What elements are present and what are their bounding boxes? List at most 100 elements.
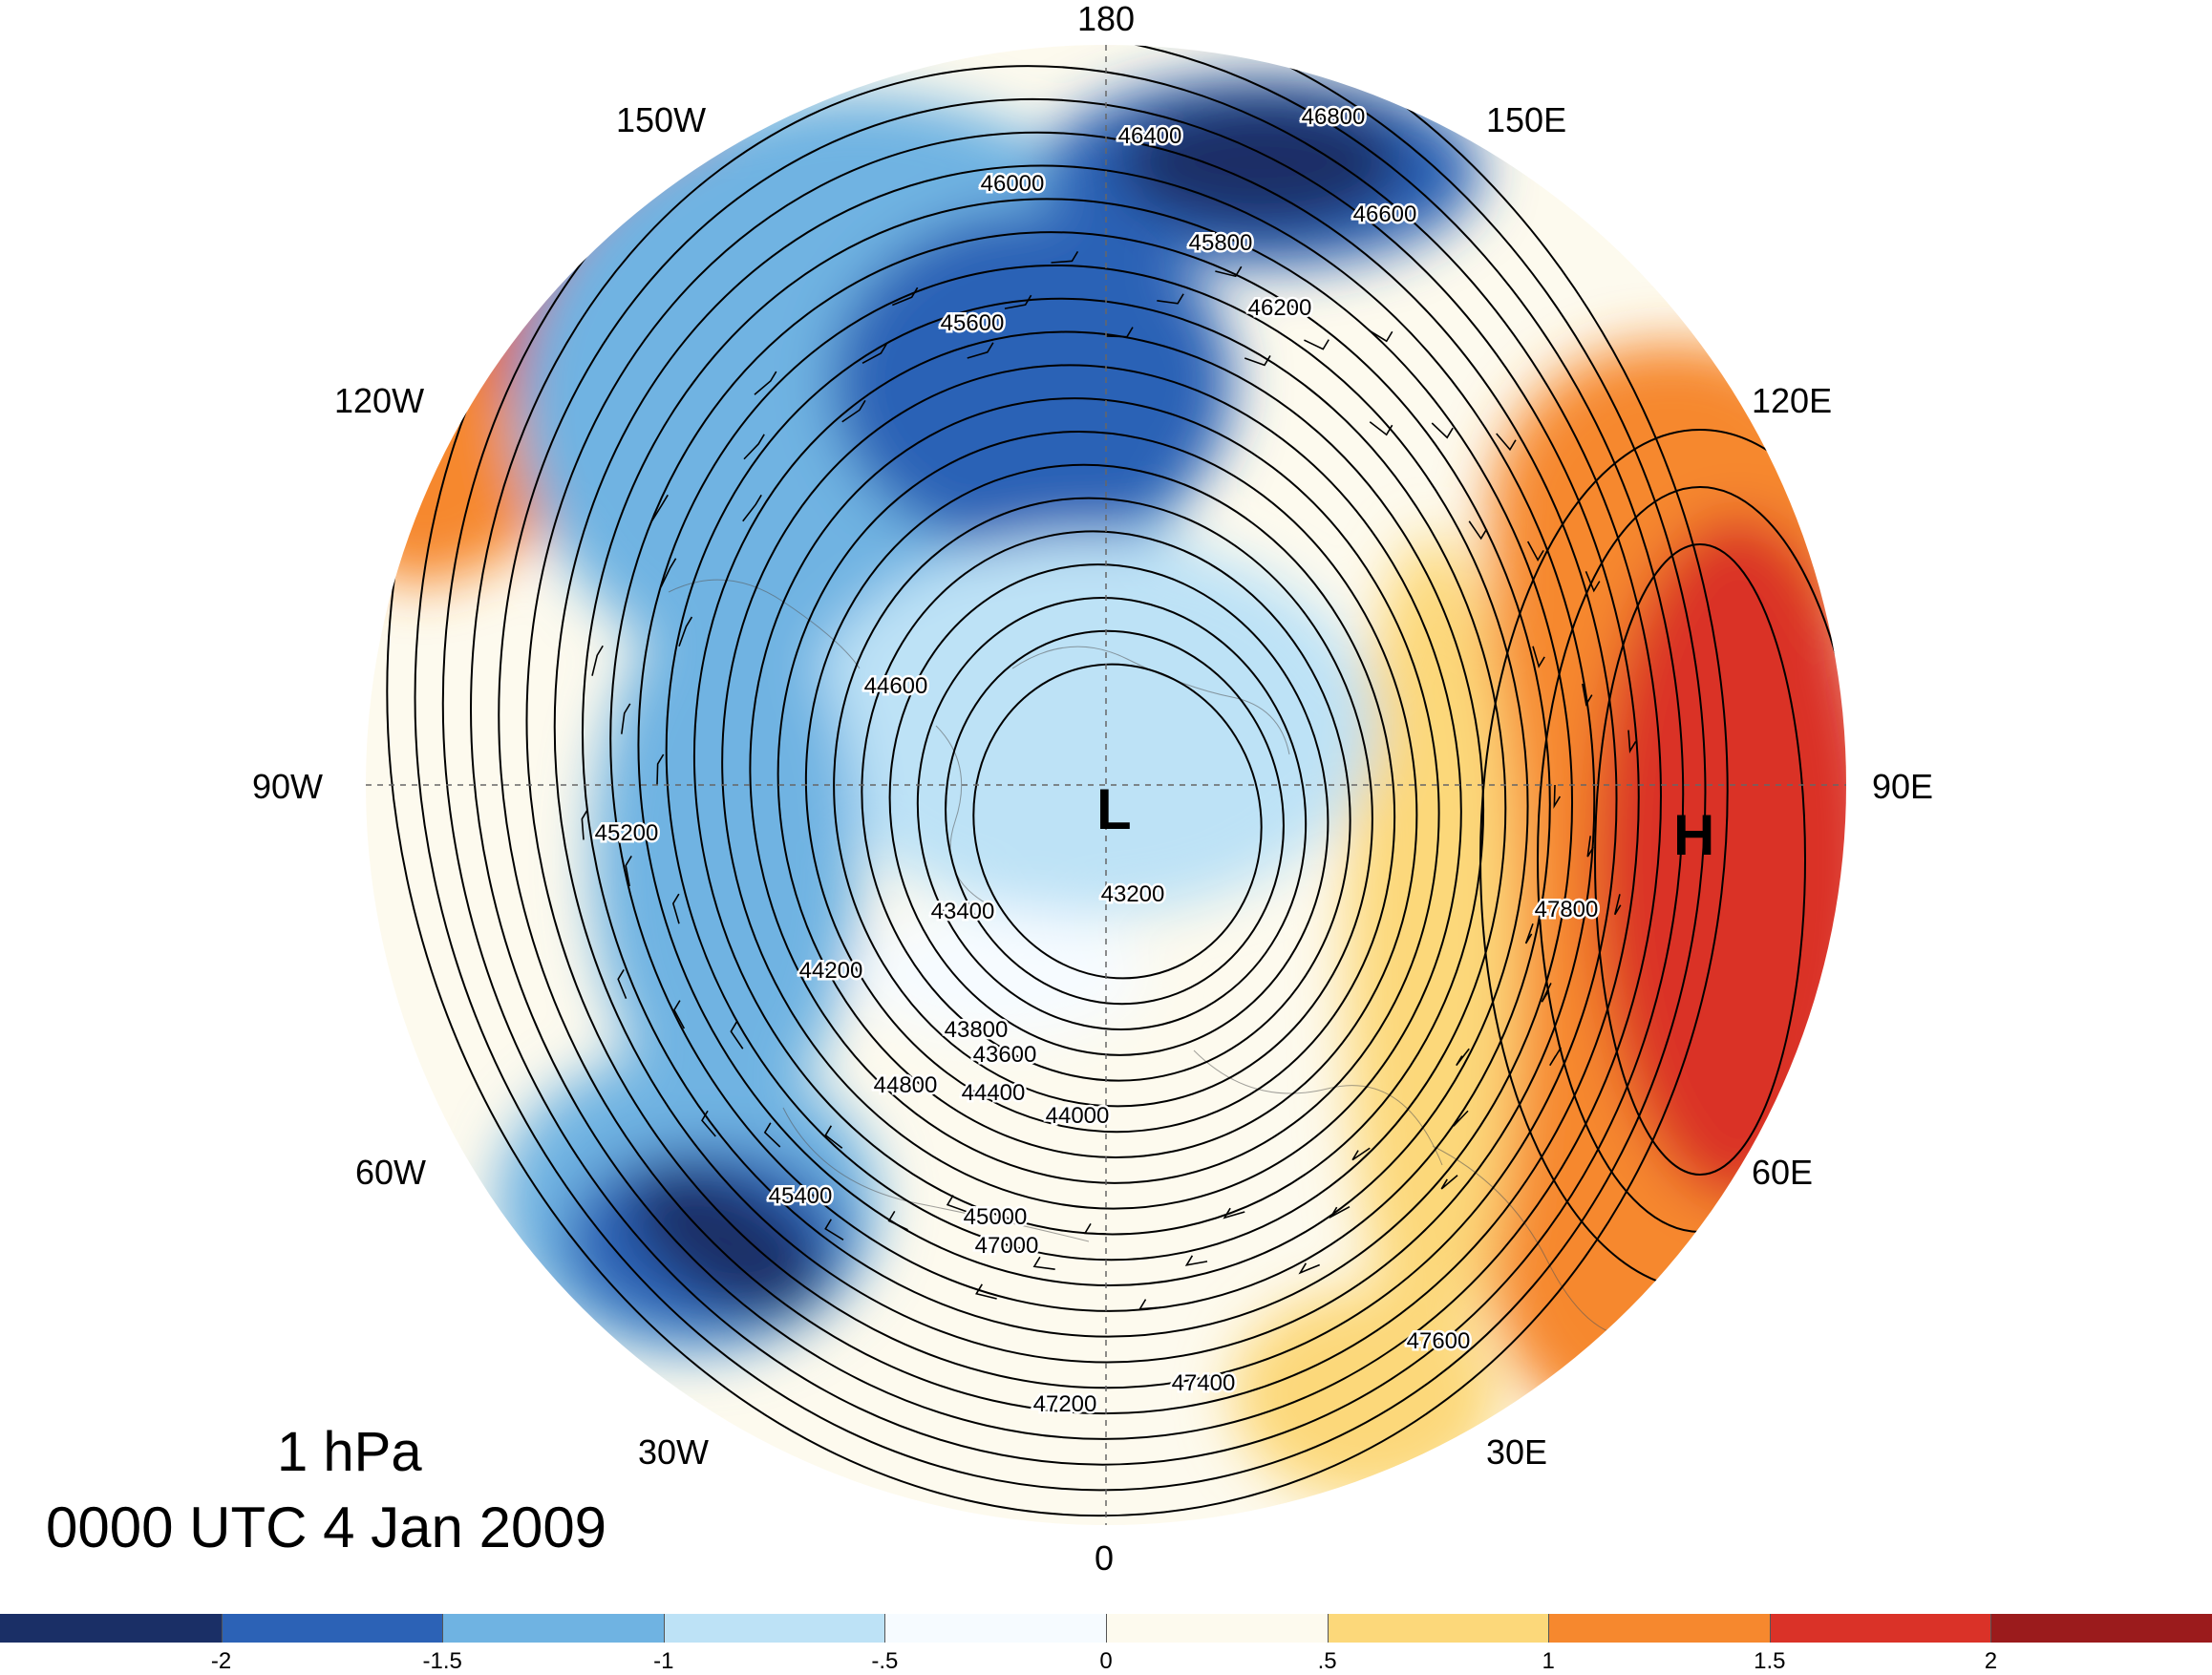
wind-barb <box>1244 354 1271 367</box>
height-contour <box>609 231 1551 1312</box>
height-contour <box>525 131 1618 1389</box>
wind-barb <box>660 558 677 587</box>
wind-barb <box>672 1000 686 1029</box>
wind-barb <box>1431 422 1454 439</box>
colorbar-tick-label: -.5 <box>871 1648 899 1674</box>
colorbar-divider <box>1106 1614 1107 1643</box>
wind-barb <box>824 1125 843 1149</box>
wind-barb <box>621 703 631 734</box>
wind-barb <box>1138 1299 1161 1310</box>
low-pressure-marker: L <box>1096 777 1132 841</box>
wind-barb <box>625 855 632 887</box>
colorbar-swatch <box>1105 1614 1328 1643</box>
wind-barb <box>975 1283 997 1300</box>
height-contour <box>721 364 1462 1210</box>
contour-label: 43600 <box>973 1042 1037 1068</box>
contour-label: 47000 <box>975 1233 1039 1259</box>
height-contour <box>861 530 1351 1082</box>
anomaly-region-15 <box>860 907 1146 1041</box>
height-contour <box>692 330 1485 1236</box>
contour-label: 43200 <box>1101 881 1165 907</box>
height-contour <box>972 663 1263 980</box>
coastline <box>782 1107 1090 1242</box>
wind-barb <box>1032 1256 1055 1271</box>
wind-barb <box>1157 293 1184 305</box>
contour-label: 43400 <box>931 899 995 924</box>
wind-barb <box>1223 1207 1245 1219</box>
height-contour <box>386 45 1729 1517</box>
lon-label-0: 0 <box>1095 1538 1115 1578</box>
wind-barb <box>1541 983 1552 1003</box>
colorbar-tick-label: -1 <box>653 1648 674 1674</box>
colorbar-swatch <box>221 1614 443 1643</box>
contour-label: 46200 <box>1248 295 1312 321</box>
colorbar-divider <box>1548 1614 1550 1643</box>
height-contour <box>553 164 1596 1364</box>
colorbar-divider <box>442 1614 444 1643</box>
height-contour <box>582 198 1573 1338</box>
colorbar-tick-label: -1.5 <box>422 1648 462 1674</box>
contour-label: 46600 <box>1353 201 1417 227</box>
height-contour <box>441 45 1685 1466</box>
wind-barb <box>1585 570 1601 593</box>
height-contour <box>916 597 1308 1030</box>
contour-label: 43800 <box>945 1017 1009 1043</box>
anomaly-region-11 <box>592 592 860 1127</box>
wind-barb <box>1083 1222 1107 1235</box>
contour-label: 45400 <box>769 1183 833 1209</box>
contour-label: 46000 <box>981 171 1045 197</box>
wind-barb <box>1524 922 1534 944</box>
wind-barb <box>763 1122 781 1148</box>
contour-label: 44000 <box>1046 1103 1110 1129</box>
wind-barb <box>1004 294 1032 309</box>
anomaly-region-1 <box>1595 516 1846 1203</box>
lon-label-120e: 120E <box>1752 381 1833 420</box>
height-contour <box>665 297 1507 1262</box>
colorbar-tick-label: 2 <box>1984 1648 1998 1674</box>
colorbar-divider <box>663 1614 665 1643</box>
wind-barb <box>891 286 919 307</box>
contour-label: 47200 <box>1033 1391 1097 1417</box>
lon-label-90w: 90W <box>252 767 324 806</box>
colorbar-divider <box>1769 1614 1771 1643</box>
colorbar <box>0 1614 2212 1643</box>
wind-barb <box>1329 1205 1351 1219</box>
anomaly-region-9 <box>1117 95 1404 229</box>
wind-barb <box>861 343 888 365</box>
wind-barb <box>1215 265 1243 278</box>
wind-barb <box>581 809 589 840</box>
wind-barb <box>678 616 693 647</box>
wind-barb <box>1453 1110 1469 1127</box>
colorbar-swatch <box>663 1614 885 1643</box>
colorbar-swatch <box>1548 1614 1770 1643</box>
height-contour <box>414 45 1707 1492</box>
height-contour <box>888 563 1329 1056</box>
height-contour <box>470 65 1662 1440</box>
wind-barb <box>701 1110 716 1137</box>
lon-label-60w: 60W <box>355 1153 427 1192</box>
wind-barb <box>1582 683 1593 707</box>
wind-barb <box>1105 327 1134 338</box>
lon-label-30e: 30E <box>1486 1432 1548 1472</box>
height-contour <box>804 463 1396 1134</box>
lon-label-150w: 150W <box>616 100 707 139</box>
anomaly-region-7 <box>831 210 1232 554</box>
colorbar-swatch <box>1769 1614 1991 1643</box>
colorbar-divider <box>1990 1614 1992 1643</box>
height-contour <box>498 98 1640 1414</box>
lon-label-150e: 150E <box>1486 100 1567 139</box>
contour-label: 44200 <box>799 958 863 984</box>
contour-label: 46400 <box>1118 123 1182 149</box>
wind-barb <box>1304 339 1329 350</box>
contour-label: 47400 <box>1172 1370 1236 1396</box>
coastline <box>1193 1050 1443 1166</box>
contour-label: 44600 <box>864 673 928 699</box>
lon-label-90e: 90E <box>1872 767 1934 806</box>
wind-barb <box>591 645 604 676</box>
wind-barb <box>671 893 680 924</box>
height-contour <box>945 629 1285 1006</box>
wind-barb <box>1627 730 1637 754</box>
height-contour <box>1594 543 1806 1176</box>
wind-barb <box>1526 541 1544 562</box>
